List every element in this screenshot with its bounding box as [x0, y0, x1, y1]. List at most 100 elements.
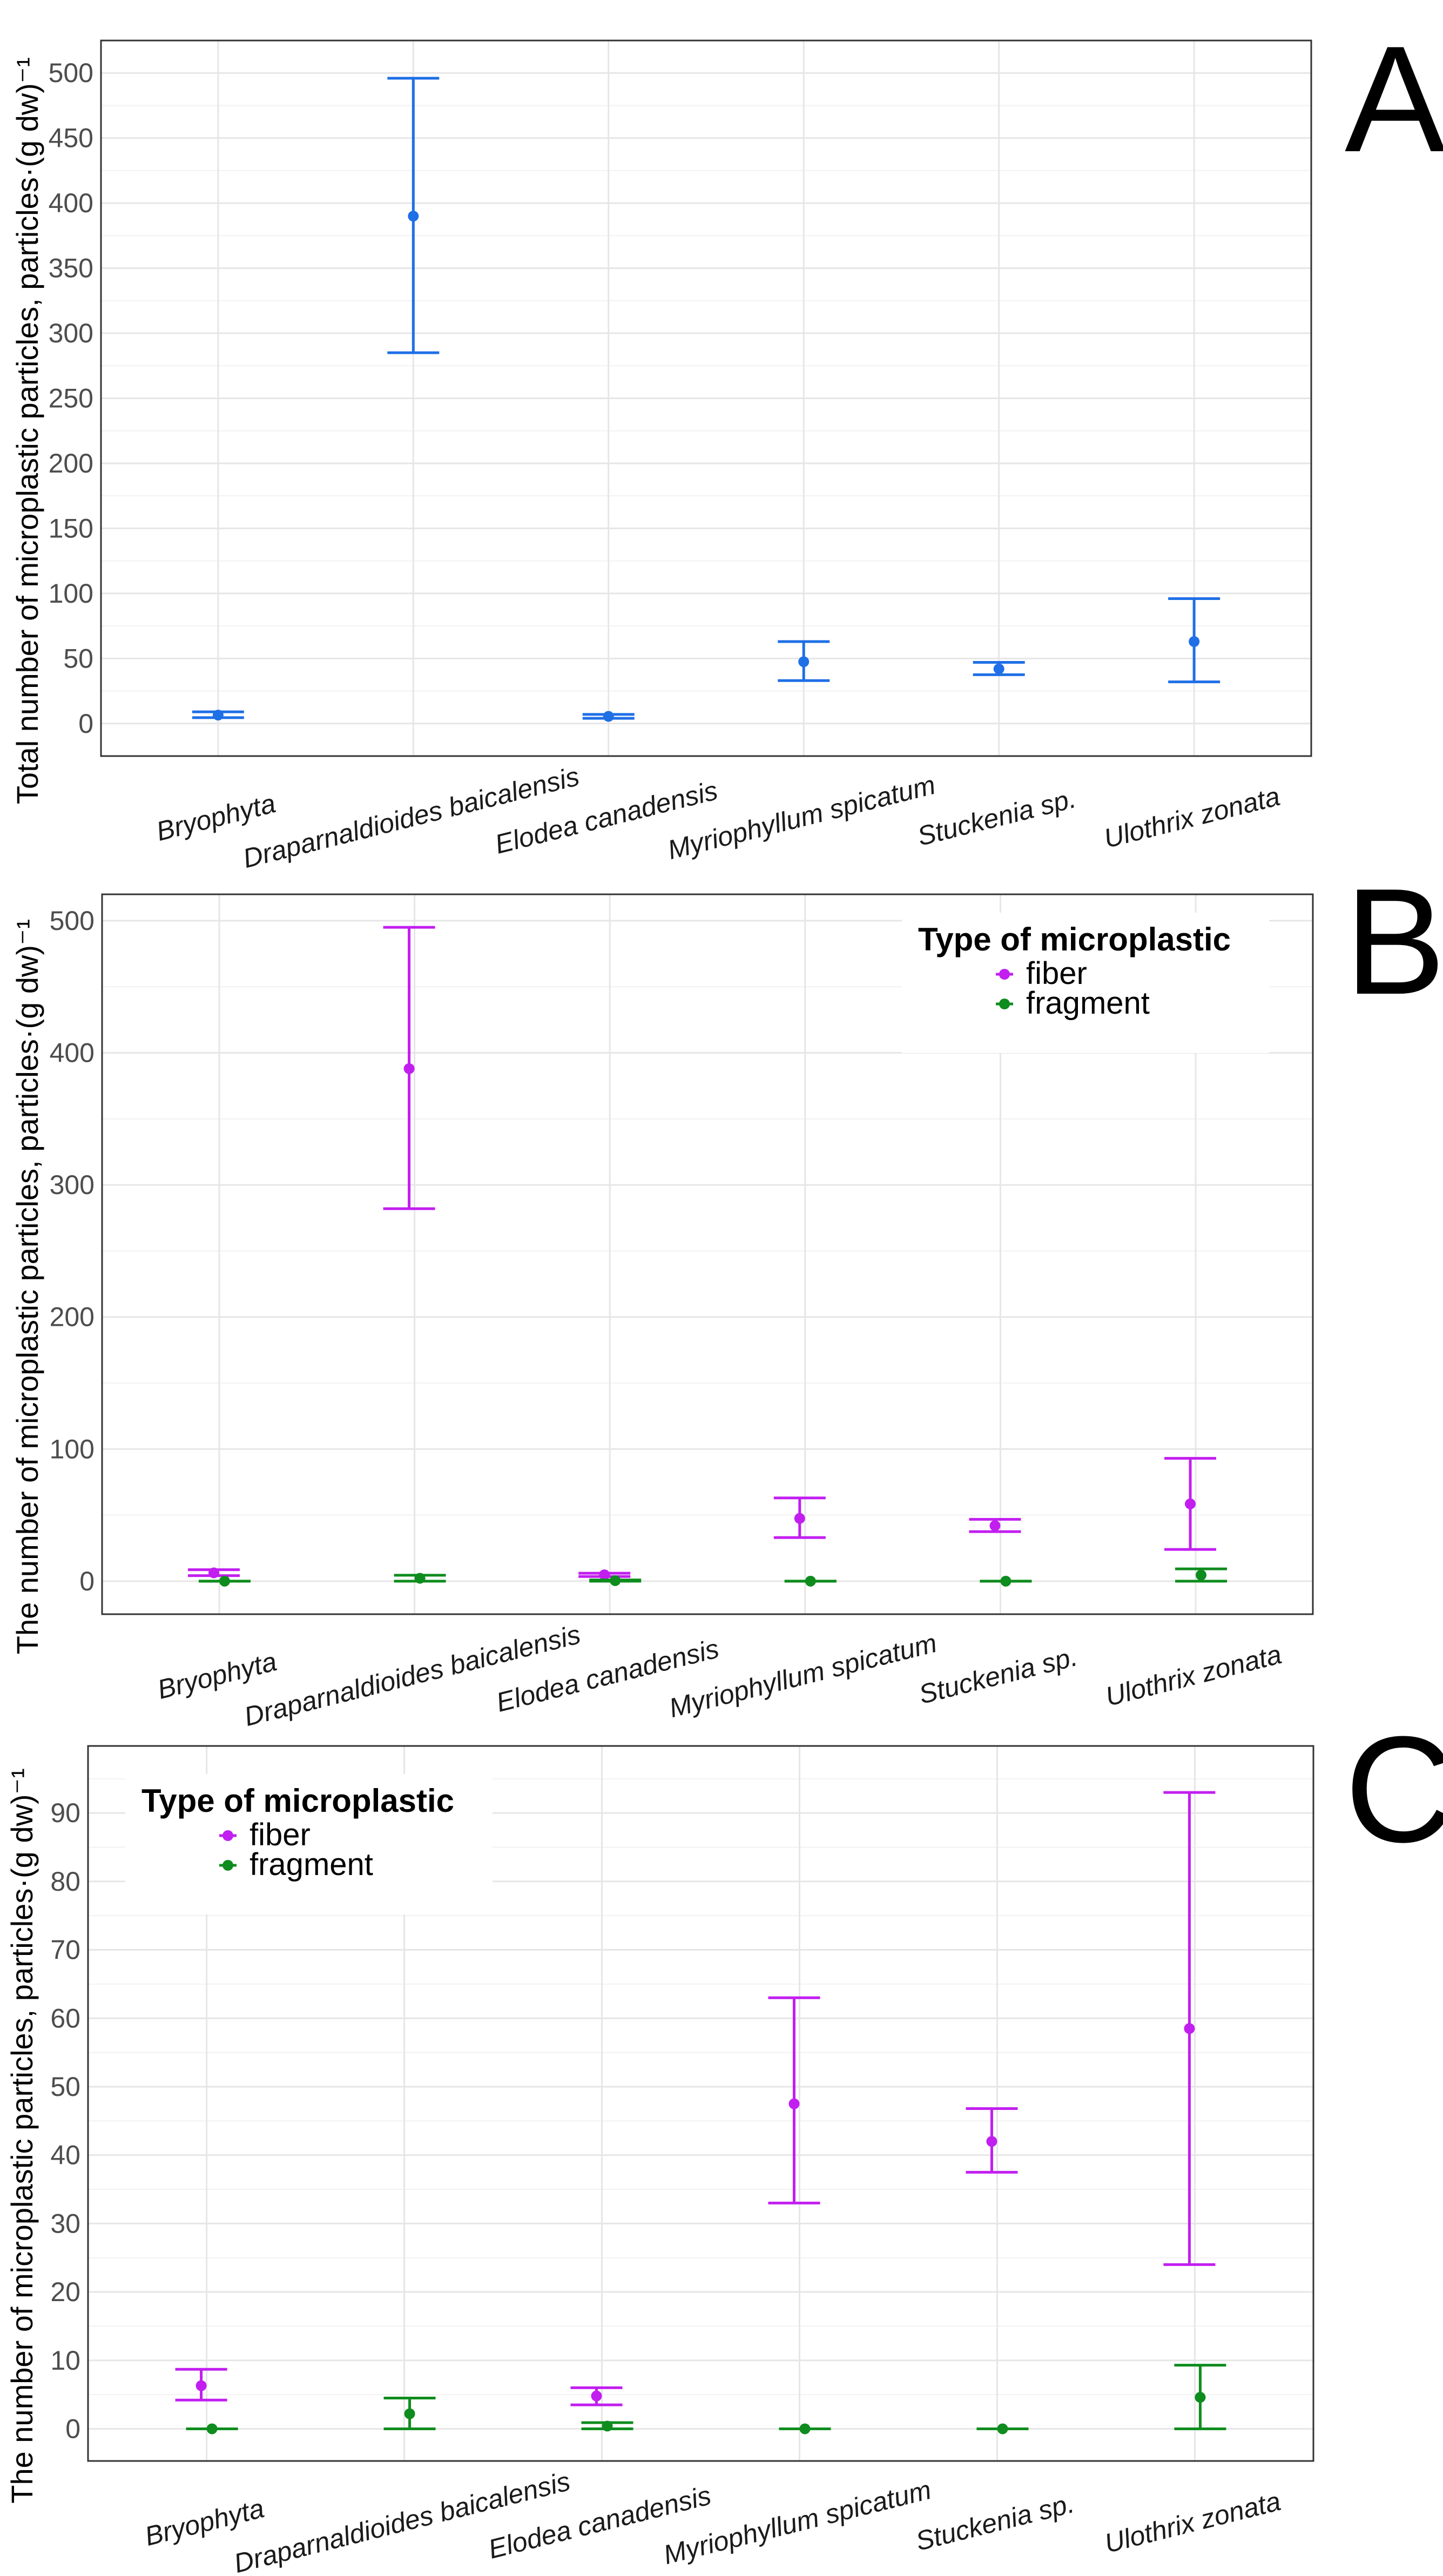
- y-tick-label: 50: [50, 2072, 80, 2102]
- mean-point: [1195, 2392, 1206, 2403]
- y-tick-label: 0: [79, 1566, 95, 1596]
- mean-point: [799, 2423, 811, 2435]
- mean-point: [798, 656, 810, 667]
- mean-point: [603, 711, 614, 722]
- y-axis-title: Total number of microplastic particles, …: [10, 57, 44, 804]
- plot-border: [87, 1745, 1314, 2462]
- mean-point: [805, 1575, 816, 1587]
- mean-point: [989, 1520, 1001, 1532]
- data-point-fragment: [589, 1575, 642, 1586]
- y-tick-label: 400: [49, 188, 93, 218]
- mean-point: [414, 1573, 426, 1584]
- panel-label: A: [1345, 15, 1443, 184]
- y-tick-label: 300: [49, 318, 93, 348]
- y-tick-label: 100: [49, 578, 93, 609]
- mean-point: [591, 2390, 602, 2402]
- y-tick-label: 150: [49, 513, 93, 543]
- data-point-fragment: [779, 2423, 831, 2435]
- mean-point: [1196, 1569, 1207, 1581]
- data-point-fiber: [383, 926, 435, 1210]
- x-tick-label: Draparnaldioides baicalensis: [240, 761, 582, 874]
- x-tick-label: Draparnaldioides baicalensis: [241, 1619, 584, 1732]
- legend-key-point: [999, 999, 1010, 1009]
- mean-point: [408, 211, 419, 222]
- mean-point: [794, 1513, 805, 1524]
- mean-point: [788, 2098, 800, 2109]
- mean-point: [1184, 2023, 1195, 2034]
- x-tick-label: Stuckenia sp.: [916, 1641, 1081, 1710]
- x-tick-label: Ulothrix zonata: [1102, 2486, 1284, 2559]
- panel-label: B: [1345, 858, 1443, 1026]
- y-tick-label: 250: [49, 383, 93, 414]
- mean-point: [219, 1575, 230, 1587]
- data-point-fragment: [784, 1575, 837, 1587]
- mean-point: [1185, 1498, 1196, 1509]
- y-tick-label: 70: [50, 1935, 80, 1965]
- y-axis-title: The number of microplastic particles, pa…: [10, 919, 44, 1655]
- y-tick-label: 10: [50, 2345, 80, 2376]
- y-tick-label: 450: [49, 123, 93, 153]
- y-tick-label: 30: [50, 2208, 80, 2238]
- data-point-fiber: [768, 1996, 820, 2204]
- data-point-fiber: [1164, 1456, 1217, 1551]
- y-tick-label: 200: [49, 448, 93, 478]
- mean-point: [599, 1569, 610, 1581]
- data-point-fragment: [198, 1575, 251, 1587]
- legend-title: Type of microplastic: [141, 1783, 454, 1819]
- data-point-total: [973, 661, 1025, 676]
- y-tick-label: 80: [50, 1866, 80, 1897]
- panel-b: 0 100 200 300 400 500 BryophytaDraparnaldioide…: [10, 858, 1443, 1732]
- mean-point: [986, 2136, 997, 2147]
- data-point-total: [582, 711, 635, 722]
- legend-item-label: fragment: [250, 1847, 373, 1882]
- mean-point: [208, 1567, 219, 1579]
- data-point-total: [192, 710, 244, 721]
- legend-background: [125, 1774, 493, 1914]
- data-point-fiber: [175, 2368, 227, 2402]
- data-point-total: [1168, 597, 1221, 684]
- data-point-fragment: [980, 1575, 1032, 1587]
- data-point-total: [778, 640, 830, 682]
- data-point-fiber: [1163, 1791, 1216, 2266]
- y-tick-label: 300: [50, 1170, 95, 1200]
- y-tick-label: 20: [50, 2277, 80, 2307]
- legend-item-label: fragment: [1026, 986, 1150, 1021]
- mean-point: [997, 2423, 1008, 2435]
- y-tick-label: 100: [50, 1434, 95, 1464]
- mean-point: [993, 663, 1004, 675]
- mean-point: [1000, 1575, 1012, 1587]
- mean-point: [212, 710, 224, 721]
- data-point-fiber: [969, 1518, 1021, 1533]
- y-tick-label: 350: [49, 253, 93, 284]
- data-point-fiber: [773, 1496, 826, 1539]
- y-tick-label: 0: [65, 2413, 80, 2444]
- x-tick-label: Draparnaldioides baicalensis: [231, 2466, 574, 2576]
- y-tick-label: 500: [49, 58, 93, 88]
- x-tick-label: Stuckenia sp.: [913, 2488, 1077, 2557]
- data-point-fragment: [383, 2396, 436, 2430]
- y-tick-label: 0: [78, 709, 93, 739]
- data-point-fragment: [394, 1573, 446, 1584]
- legend-item-label: fiber: [1026, 956, 1087, 991]
- mean-point: [1189, 636, 1200, 647]
- y-tick-label: 200: [50, 1302, 95, 1332]
- panel-c: 0 10 20 30 40 50 60 70 80 90 BryophytaDraparnaldio…: [5, 1705, 1443, 2576]
- data-point-fiber: [966, 2107, 1018, 2174]
- legend-title: Type of microplastic: [918, 921, 1231, 957]
- y-tick-label: 500: [50, 906, 95, 936]
- data-point-fragment: [186, 2423, 238, 2435]
- legend-background: [902, 913, 1269, 1053]
- data-point-fragment: [1174, 2364, 1226, 2430]
- data-point-fiber: [570, 2386, 623, 2406]
- x-tick-label: Ulothrix zonata: [1102, 1639, 1284, 1712]
- y-tick-label: 50: [63, 643, 93, 673]
- y-tick-label: 90: [50, 1798, 80, 1828]
- legend-key-point: [999, 969, 1010, 980]
- x-tick-label: Bryophyta: [154, 1646, 280, 1705]
- x-tick-label: Ulothrix zonata: [1101, 781, 1283, 854]
- mean-point: [403, 1063, 415, 1074]
- data-point-fiber: [187, 1567, 240, 1579]
- mean-point: [404, 2408, 415, 2419]
- panel-label: C: [1345, 1705, 1443, 1874]
